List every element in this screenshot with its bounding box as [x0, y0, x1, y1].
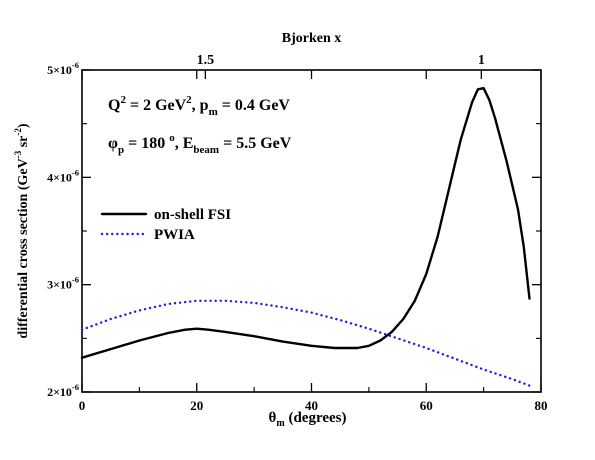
top-axis-tick-label: 1: [478, 53, 485, 68]
x-tick-label: 60: [420, 398, 433, 413]
y-tick-label: 2×10-6: [47, 382, 79, 399]
plot-frame: [81, 69, 542, 393]
x-tick-label: 0: [79, 398, 86, 413]
y-tick-label: 4×10-6: [47, 167, 79, 184]
legend-label-0: on-shell FSI: [154, 207, 231, 223]
series-line-0: [80, 86, 531, 359]
annotation-kinematics: Q2 = 2 GeV2, pm = 0.4 GeV: [108, 94, 290, 118]
y-tick-label: 3×10-6: [47, 275, 79, 292]
legend-label-1: PWIA: [154, 227, 195, 243]
x-tick-label: 40: [305, 398, 318, 413]
annotation-angle-beam: φp = 180 o, Ebeam = 5.5 GeV: [108, 132, 292, 156]
plot-border: [81, 69, 542, 393]
x-axis-label: θm (degrees): [269, 410, 347, 429]
top-axis-label: Bjorken x: [282, 31, 342, 46]
series-line-1: [80, 299, 531, 387]
x-tick-label: 80: [535, 398, 548, 413]
y-tick-label: 5×10-6: [47, 60, 79, 77]
axis-ticks: [81, 69, 542, 393]
series-layer: [80, 86, 531, 387]
labels-layer: 0 20 40 60 80 2×10-6 3×10-6 4×10-6 5×10-6 1.5 1 Bjo…: [13, 31, 548, 429]
x-tick-label: 20: [190, 398, 203, 413]
top-axis-tick-label: 1.5: [197, 53, 215, 68]
y-axis-label: differential cross section (GeV-3 sr-2): [13, 123, 31, 338]
